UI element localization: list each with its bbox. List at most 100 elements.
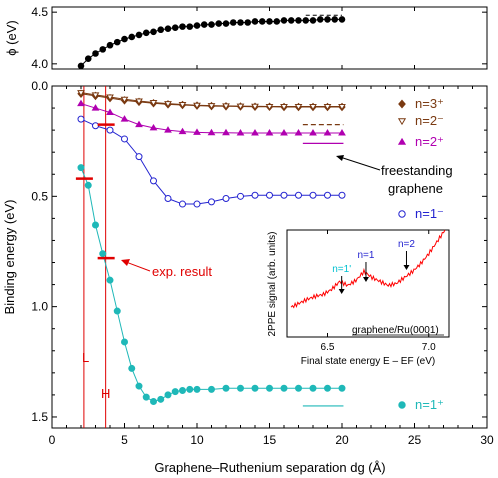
data-point	[265, 104, 274, 111]
data-point	[171, 388, 179, 396]
phi-y-tick-label: 4.0	[31, 57, 48, 71]
exp-result-arrowhead	[121, 259, 130, 266]
phi-point	[92, 50, 99, 57]
legend-marker	[398, 99, 406, 109]
phi-point	[200, 21, 208, 28]
phi-point	[302, 17, 310, 24]
data-point	[193, 385, 201, 393]
data-point	[280, 129, 288, 136]
data-point	[179, 200, 186, 208]
legend-label-n1p: n=1⁺	[415, 397, 444, 412]
data-point	[178, 102, 187, 109]
data-point	[309, 104, 317, 111]
data-point	[251, 191, 259, 199]
data-point	[135, 98, 143, 105]
phi-point	[121, 35, 128, 43]
binding-layer: 0 5 10 15 20 25 30 0.0 0.5 1.0 1.5	[31, 79, 494, 447]
vline-label-h: H	[101, 386, 110, 401]
y-tick-label: 0.0	[31, 79, 48, 93]
phi-point	[316, 16, 324, 23]
data-point	[106, 108, 114, 115]
phi-y-tick-label: 4.5	[31, 5, 48, 19]
inset-title: graphene/Ru(0001)	[352, 325, 439, 336]
data-point	[149, 123, 158, 131]
data-point	[164, 101, 172, 108]
data-point	[338, 104, 346, 111]
data-point	[309, 384, 317, 392]
data-point	[338, 384, 346, 392]
legend-label-n3p: n=3⁺	[415, 96, 444, 111]
legend-marker	[398, 210, 406, 218]
data-point	[294, 129, 303, 136]
data-point	[222, 128, 230, 136]
data-point	[92, 221, 99, 229]
x-tick-label: 15	[263, 433, 277, 447]
data-point	[324, 384, 331, 392]
legend-label-n1m: n=1⁻	[415, 206, 444, 221]
data-point	[295, 191, 302, 199]
data-point	[113, 307, 121, 315]
phi-point	[128, 33, 136, 41]
inset-peak-arrowhead	[362, 277, 369, 282]
data-point	[164, 391, 172, 399]
phi-point	[338, 16, 346, 23]
phi-point	[331, 16, 339, 23]
phi-point	[150, 28, 157, 36]
data-point	[237, 192, 244, 200]
phi-point	[186, 23, 194, 30]
data-point	[91, 104, 100, 111]
data-point	[84, 181, 92, 189]
phi-point	[171, 24, 179, 31]
legend-marker	[397, 137, 407, 145]
data-point	[77, 99, 85, 107]
data-point	[266, 384, 273, 392]
data-point	[164, 195, 172, 203]
data-point	[150, 177, 157, 185]
phi-point	[229, 19, 237, 26]
data-point	[142, 393, 150, 401]
phi-point	[237, 19, 244, 26]
inset-spectrum-line	[290, 229, 446, 309]
phi-point	[324, 16, 331, 23]
phi-point	[113, 38, 121, 46]
inset-peak-label: n=1	[357, 250, 374, 261]
data-point	[120, 96, 129, 104]
x-tick-label: 5	[121, 433, 128, 447]
phi-point	[208, 21, 215, 28]
phi-y-axis-title: ϕ (eV)	[4, 20, 19, 55]
data-point	[91, 92, 100, 99]
data-point	[208, 385, 215, 393]
exp-result-arrow	[125, 261, 151, 272]
phi-point	[193, 22, 201, 29]
phi-point	[142, 29, 150, 37]
data-point	[237, 384, 244, 392]
data-point	[236, 129, 245, 136]
data-point	[324, 191, 331, 199]
binding-y-axis-title: Binding energy (eV)	[2, 200, 17, 315]
data-point	[135, 153, 143, 161]
phi-point	[157, 26, 165, 34]
phi-point	[215, 20, 223, 27]
freestanding-label-line2: graphene	[388, 181, 443, 196]
data-point	[251, 384, 259, 392]
vline-label-l: L	[82, 350, 89, 365]
data-point	[193, 128, 201, 135]
data-point	[128, 364, 136, 372]
y-tick-label: 1.0	[31, 300, 48, 314]
data-point	[323, 129, 332, 136]
data-point	[149, 100, 158, 107]
legend-label-n2m: n=2⁻	[415, 113, 444, 128]
phi-point	[251, 18, 259, 25]
inset-x-tick-label: 6.5	[321, 342, 335, 353]
data-point	[77, 115, 85, 123]
data-point	[294, 104, 303, 111]
x-tick-label: 0	[49, 433, 56, 447]
data-point	[207, 103, 216, 110]
inset-peak-label: n=1'	[332, 264, 351, 275]
phi-point	[273, 18, 281, 25]
inset-x-axis-title: Final state energy E – EF (eV)	[301, 356, 436, 367]
phi-point	[280, 17, 288, 24]
phi-point	[244, 19, 252, 26]
data-point	[323, 104, 332, 111]
data-point	[266, 191, 273, 199]
